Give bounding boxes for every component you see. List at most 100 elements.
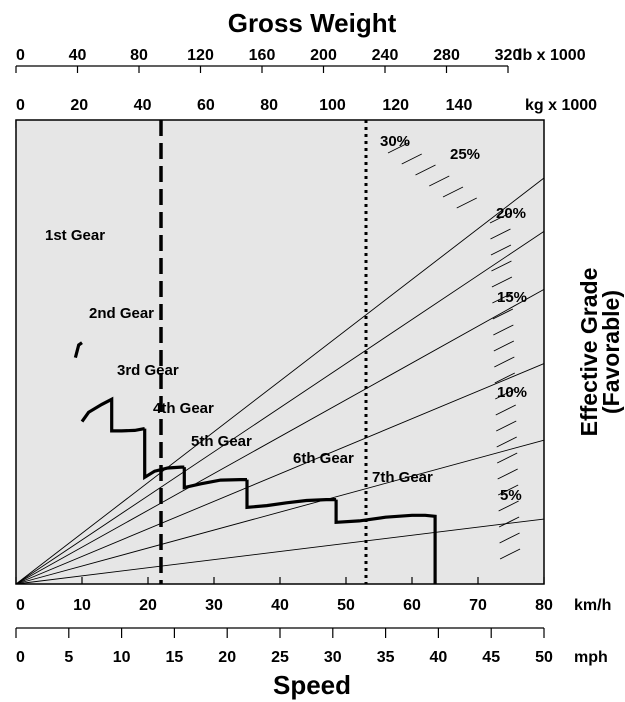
- hatch-mark: [499, 548, 521, 560]
- hatch-mark: [456, 197, 477, 209]
- mph-unit-label: mph: [574, 649, 608, 666]
- grade-label-bg: [495, 287, 526, 305]
- kg-tick-label: 120: [382, 97, 409, 114]
- hatch-mark: [497, 484, 519, 496]
- gear-curve: [182, 467, 247, 490]
- kmh-tick-label: 50: [337, 597, 355, 614]
- lb-tick-label: 120: [187, 47, 214, 64]
- grade-label-bg: [494, 203, 525, 221]
- mph-tick-label: 15: [166, 649, 184, 666]
- hatch-mark: [429, 175, 450, 187]
- grade-line: [15, 518, 545, 585]
- gear-curve: [334, 499, 437, 584]
- mph-tick-label: 30: [324, 649, 342, 666]
- kmh-tick-label: 30: [205, 597, 223, 614]
- grade-limit-hatching: [387, 142, 521, 560]
- gear-label: 1st Gear: [45, 227, 105, 244]
- kg-tick-label: 40: [134, 97, 152, 114]
- grade-label-bg: [498, 485, 520, 503]
- mph-tick-label: 0: [16, 649, 25, 666]
- kmh-tick-label: 20: [139, 597, 157, 614]
- hatch-mark: [489, 212, 511, 224]
- reference-lines: [159, 120, 368, 584]
- kmh-unit-label: km/h: [574, 597, 611, 614]
- gear-label: 6th Gear: [293, 450, 354, 467]
- grade-line: [15, 363, 545, 585]
- mph-tick-label: 50: [535, 649, 553, 666]
- hatch-mark: [492, 292, 513, 304]
- kmh-tick-label: 70: [469, 597, 487, 614]
- grade-label: 10%: [497, 384, 527, 401]
- kmh-tick-label: 60: [403, 597, 421, 614]
- gear-curve: [80, 396, 145, 433]
- kg-tick-label: 80: [260, 97, 278, 114]
- lb-tick-label: 320: [495, 47, 522, 64]
- kg-tick-label: 100: [319, 97, 346, 114]
- lb-tick-label: 40: [69, 47, 87, 64]
- mph-tick-label: 20: [218, 649, 236, 666]
- hatch-mark: [401, 153, 422, 165]
- y-axis-title-line2: (Favorable): [598, 290, 624, 414]
- grade-label: 20%: [496, 205, 526, 222]
- hatch-mark: [387, 142, 409, 154]
- kmh-tick-label: 40: [271, 597, 289, 614]
- kmh-tick-label: 0: [16, 597, 25, 614]
- lb-tick-label: 280: [433, 47, 460, 64]
- lb-tick-label: 200: [310, 47, 337, 64]
- kg-tick-label: 0: [16, 97, 25, 114]
- gear-label: 2nd Gear: [89, 305, 154, 322]
- hatch-mark: [494, 372, 516, 384]
- gear-label: 5th Gear: [191, 433, 252, 450]
- lb-tick-label: 240: [372, 47, 399, 64]
- hatch-mark: [499, 532, 520, 544]
- gear-label: 7th Gear: [372, 469, 433, 486]
- mph-tick-label: 25: [271, 649, 289, 666]
- hatch-mark: [490, 228, 511, 240]
- grade-label: 25%: [450, 146, 480, 163]
- hatch-mark: [493, 340, 515, 352]
- grade-line: [15, 177, 545, 585]
- kg-tick-label: 60: [197, 97, 215, 114]
- hatch-mark: [495, 404, 516, 416]
- lb-tick-label: 160: [249, 47, 276, 64]
- grade-line: [15, 288, 545, 585]
- speed-axes: 0 10 20 30 40 50 60 70 80 km/h 0 5 10 15 20 25 30 35 40 45 5…: [15, 577, 611, 666]
- hatch-mark: [495, 388, 516, 400]
- hatch-mark: [494, 356, 515, 368]
- hatch-mark: [491, 276, 513, 288]
- mph-tick-label: 5: [64, 649, 73, 666]
- grade-label: 30%: [380, 133, 410, 150]
- kmh-tick-label: 80: [535, 597, 553, 614]
- gear-curve: [73, 341, 83, 359]
- kmh-tick-label: 10: [73, 597, 91, 614]
- grade-line: [15, 230, 545, 585]
- mph-tick-label: 35: [377, 649, 395, 666]
- gear-curve: [143, 428, 185, 481]
- hatch-mark: [493, 324, 514, 336]
- x-axis-title: Speed: [273, 670, 351, 700]
- hatch-mark: [496, 436, 517, 448]
- kg-tick-label: 20: [70, 97, 88, 114]
- hatch-mark: [415, 164, 436, 176]
- hatch-mark: [497, 468, 518, 480]
- gear-label: 3rd Gear: [117, 362, 179, 379]
- grade-label-bg: [448, 144, 479, 162]
- hatch-mark: [490, 244, 512, 256]
- gear-curve: [245, 479, 337, 510]
- hatch-mark: [491, 260, 512, 272]
- plot-area: [15, 119, 545, 585]
- grade-label: 15%: [497, 289, 527, 306]
- hatch-mark: [498, 500, 519, 512]
- hatch-mark: [498, 516, 520, 528]
- y-axis-title-line1: Effective Grade: [576, 268, 602, 437]
- lb-unit-label: lb x 1000: [518, 47, 586, 64]
- hatch-mark: [496, 452, 518, 464]
- mph-tick-label: 45: [482, 649, 500, 666]
- mph-tick-label: 10: [113, 649, 131, 666]
- lb-tick-label: 0: [16, 47, 25, 64]
- hatch-mark: [496, 420, 517, 432]
- hatch-mark: [442, 186, 464, 198]
- gear-label: 4th Gear: [153, 400, 214, 417]
